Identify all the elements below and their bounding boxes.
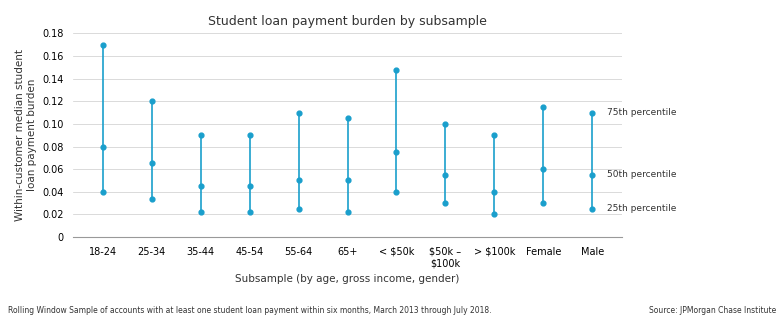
Point: [439, 172, 452, 177]
Point: [96, 144, 109, 149]
Point: [439, 121, 452, 127]
Point: [537, 104, 550, 109]
Point: [292, 206, 305, 211]
Point: [586, 110, 599, 115]
Point: [537, 167, 550, 172]
Point: [292, 110, 305, 115]
Point: [341, 116, 354, 121]
Point: [586, 172, 599, 177]
Point: [96, 189, 109, 194]
Point: [390, 189, 403, 194]
Text: 50th percentile: 50th percentile: [607, 170, 677, 179]
Point: [292, 178, 305, 183]
Point: [488, 212, 501, 217]
Point: [243, 183, 256, 189]
Point: [146, 99, 158, 104]
Text: Rolling Window Sample of accounts with at least one student loan payment within : Rolling Window Sample of accounts with a…: [8, 306, 492, 315]
Point: [194, 133, 207, 138]
Point: [341, 210, 354, 215]
Point: [488, 189, 501, 194]
Point: [390, 67, 403, 72]
Point: [537, 201, 550, 206]
Point: [194, 183, 207, 189]
Text: 75th percentile: 75th percentile: [607, 108, 677, 117]
Point: [439, 201, 452, 206]
Point: [488, 133, 501, 138]
Y-axis label: Within-customer median student
loan payment burden: Within-customer median student loan paym…: [15, 49, 37, 221]
Point: [96, 42, 109, 47]
Point: [146, 161, 158, 166]
Point: [146, 196, 158, 201]
Point: [243, 133, 256, 138]
X-axis label: Subsample (by age, gross income, gender): Subsample (by age, gross income, gender): [235, 274, 459, 284]
Point: [341, 178, 354, 183]
Point: [243, 210, 256, 215]
Point: [390, 150, 403, 155]
Title: Student loan payment burden by subsample: Student loan payment burden by subsample: [208, 15, 487, 28]
Text: Source: JPMorgan Chase Institute: Source: JPMorgan Chase Institute: [649, 306, 776, 315]
Point: [194, 210, 207, 215]
Text: 25th percentile: 25th percentile: [607, 204, 677, 213]
Point: [586, 206, 599, 211]
